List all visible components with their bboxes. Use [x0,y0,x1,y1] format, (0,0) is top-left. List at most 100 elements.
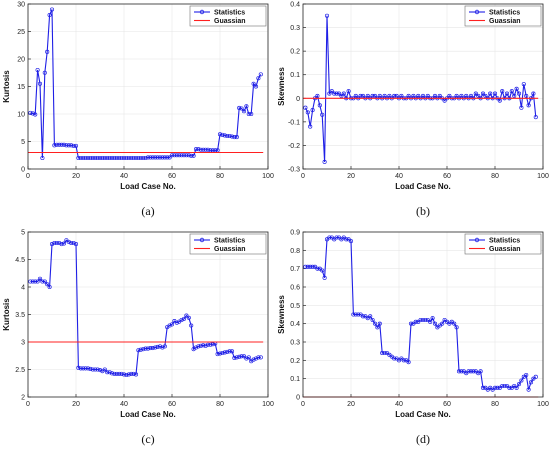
statistics-data-point [105,155,110,161]
statistics-data-point [256,355,261,360]
statistics-data-point [399,93,404,98]
x-axis-title: Load Case No. [120,182,176,191]
statistics-data-point [478,369,483,374]
plot-frame [27,231,269,398]
statistics-data-point [201,147,206,152]
statistics-data-point [59,142,64,147]
statistics-data-point [471,369,476,374]
statistics-series-line [304,15,537,162]
y-tick-label: 4.5 [15,257,25,264]
statistics-data-point [208,342,213,347]
legend-label-statistics: Statistics [214,10,245,17]
statistics-data-point [432,321,438,326]
x-tick-label: 20 [347,401,355,408]
statistics-data-point [507,385,512,390]
y-tick-label: 0.3 [290,340,300,347]
statistics-data-point [112,155,117,161]
legend-statistics-marker [474,9,480,15]
statistics-data-point [83,366,88,371]
statistics-data-point [179,153,184,158]
statistics-data-point [153,155,158,160]
statistics-data-point [141,155,146,161]
statistics-data-point [447,93,452,98]
statistics-data-point [143,346,148,351]
panel-caption: (a) [141,204,154,218]
statistics-data-point [131,155,136,161]
statistics-data-point [121,155,127,161]
x-tick-label: 0 [26,401,30,408]
statistics-data-point [303,105,308,110]
statistics-data-point [107,370,112,375]
statistics-data-point [524,372,529,378]
y-tick-label: 2.5 [15,367,25,374]
x-tick-label: 100 [262,401,274,408]
statistics-data-point [148,155,153,160]
statistics-data-point [131,371,136,376]
statistics-data-point [504,91,510,96]
statistics-data-point [488,91,493,96]
y-tick-label: 20 [17,57,25,64]
statistics-data-point [437,93,442,98]
statistics-data-point [377,321,382,326]
y-tick-label: 3.5 [15,312,25,319]
y-axis-title: Kurtosis [2,298,11,331]
statistics-data-point [512,93,517,98]
statistics-data-point [73,143,79,148]
x-tick-label: 40 [120,401,128,408]
statistics-data-point [47,12,52,18]
x-tick-label: 20 [347,173,355,180]
x-tick-label: 20 [72,401,80,408]
chart-panel-c: 0 20 40 60 80 100 2 2.5 3 3.5 4 4.5 5 Load Case No. Ku… [2,230,274,447]
chart-panel-d: 0 20 40 60 80 100 0 0.1 0.2 0.3 0.4 0.5 0.6 0.7 0.8 0.9… [277,230,549,447]
y-tick-label: 0 [296,96,300,103]
statistics-data-point [380,350,385,356]
statistics-data-point [160,345,165,350]
statistics-data-point [141,347,146,352]
statistics-data-point [220,132,225,137]
statistics-data-point [66,143,71,148]
statistics-data-point [28,110,33,115]
statistics-series-line [30,239,261,376]
statistics-data-point [138,347,143,352]
statistics-data-point [425,93,430,98]
statistics-data-point [382,93,387,98]
statistics-data-point [533,374,538,379]
plot-frame [302,231,544,398]
statistics-data-point [339,93,344,98]
statistics-data-point [392,93,397,98]
statistics-data-point [52,143,57,148]
statistics-data-point [205,342,211,347]
statistics-data-point [136,155,141,161]
statistics-data-point [114,155,119,161]
statistics-data-point [193,147,199,152]
x-tick-label: 100 [262,173,274,180]
statistics-data-point [69,240,74,246]
x-tick-label: 100 [537,173,549,180]
statistics-data-point [327,235,332,240]
statistics-data-point [244,104,249,109]
statistics-data-point [411,93,416,98]
statistics-data-point [40,155,45,161]
statistics-data-point [358,93,363,98]
statistics-data-point [246,355,251,360]
statistics-data-point [334,91,339,96]
statistics-data-point [531,91,536,96]
y-tick-label: 2 [21,395,25,402]
statistics-data-point [375,325,380,330]
statistics-data-point [492,91,498,96]
legend-label-guassian: Guassian [489,246,521,253]
statistics-data-point [119,155,124,161]
legend-label-guassian: Guassian [489,18,521,25]
statistics-data-point [217,132,223,137]
statistics-data-point [454,93,459,98]
statistics-data-point [514,86,519,91]
x-tick-label: 60 [168,173,176,180]
plot-frame [27,3,269,170]
legend-statistics-marker [199,9,205,15]
statistics-data-point [303,264,308,269]
statistics-data-point [54,142,59,147]
x-tick-label: 80 [216,173,224,180]
statistics-data-point [227,133,232,139]
statistics-data-point [473,91,478,96]
statistics-data-point [162,344,167,349]
